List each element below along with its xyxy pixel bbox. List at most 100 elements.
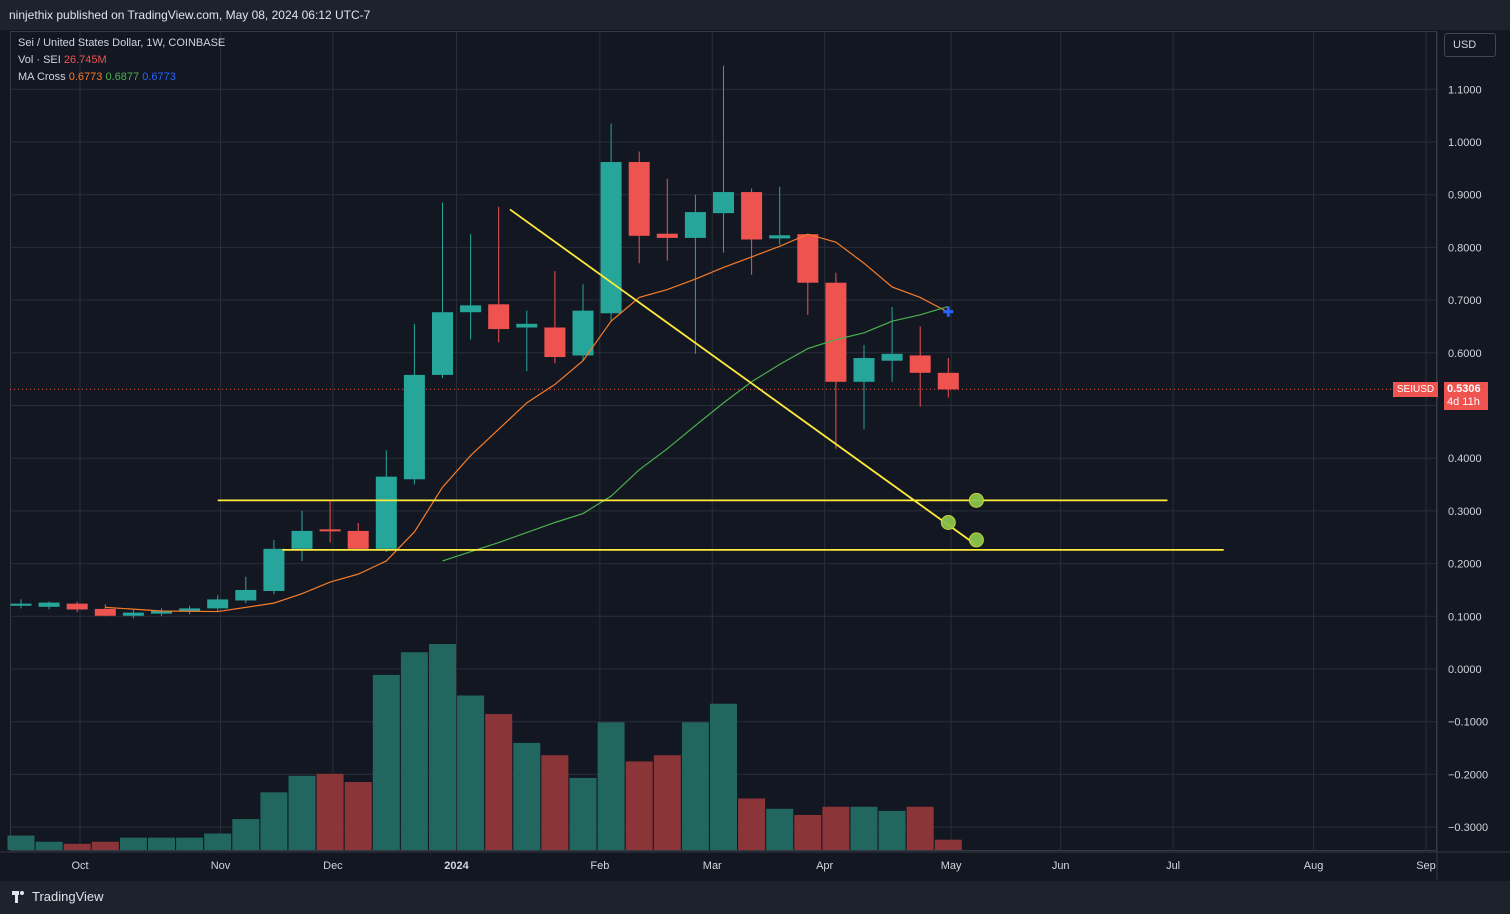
- volume-bar: [850, 806, 878, 850]
- tradingview-logo[interactable]: TradingView: [12, 889, 104, 904]
- candle-body: [713, 192, 734, 214]
- time-tick-label: Apr: [816, 860, 833, 872]
- volume-bar: [906, 806, 934, 850]
- ma-fast-line: [105, 233, 949, 613]
- volume-bar: [597, 722, 625, 850]
- time-tick-label: 2024: [444, 860, 469, 872]
- ma-slow-value: 0.6877: [105, 71, 140, 83]
- candle-body: [881, 353, 903, 361]
- volume-bar: [794, 814, 822, 850]
- price-tick-label: −0.1000: [1448, 717, 1488, 729]
- annotation-marker: [968, 492, 984, 508]
- volume-bars: [7, 644, 962, 850]
- ma-cross-value: 0.6773: [142, 71, 176, 83]
- time-tick-label: Sep: [1416, 860, 1436, 872]
- candle-body: [94, 608, 116, 616]
- candle-body: [909, 355, 931, 373]
- candle-body: [347, 530, 369, 549]
- candle-body: [207, 599, 229, 609]
- time-axis: Oct Nov Dec 2024 Feb Mar Apr May Jun Jul Aug Sep: [0, 851, 1510, 872]
- volume-bar: [91, 841, 119, 850]
- candle-body: [741, 192, 763, 240]
- annotation-marker: [940, 514, 956, 530]
- price-tick-label: 0.9000: [1448, 190, 1482, 202]
- price-tick-label: 0.1000: [1448, 611, 1482, 623]
- price-tick-label: 0.8000: [1448, 242, 1482, 254]
- volume-bar: [653, 755, 681, 850]
- tradingview-brand: TradingView: [32, 889, 104, 904]
- time-tick-label: Nov: [211, 860, 231, 872]
- candle-body: [853, 358, 875, 382]
- volume-bar: [63, 843, 91, 850]
- volume-bar: [400, 652, 428, 850]
- candle-body: [179, 608, 201, 612]
- grid-lines: [10, 32, 1437, 851]
- last-price-value: 0.5306: [1447, 383, 1481, 395]
- volume-bar: [541, 755, 569, 850]
- candle-body: [291, 530, 313, 549]
- candle-body: [403, 374, 425, 480]
- candle-body: [572, 310, 594, 356]
- volume-bar: [316, 773, 344, 850]
- legend-ma-row[interactable]: MA Cross 0.6773 0.6877 0.6773: [18, 69, 225, 86]
- price-tick-label: 0.2000: [1448, 559, 1482, 571]
- currency-button[interactable]: USD: [1444, 33, 1496, 57]
- candle-body: [375, 476, 397, 549]
- price-tick-label: 0.4000: [1448, 453, 1482, 465]
- volume-bar: [878, 810, 906, 850]
- candle-body: [319, 529, 341, 532]
- price-tick-label: 1.1000: [1448, 84, 1482, 96]
- volume-bar: [7, 835, 35, 850]
- candle-body: [235, 589, 257, 601]
- candle-body: [628, 162, 650, 236]
- price-axis: 1.10001.00000.90000.80000.70000.60000.50…: [1436, 32, 1488, 880]
- volume-bar: [232, 819, 260, 850]
- time-tick-label: Mar: [703, 860, 722, 872]
- candle-body: [544, 327, 566, 358]
- time-tick-label: Feb: [590, 860, 609, 872]
- volume-bar: [457, 695, 485, 850]
- candle-body: [38, 602, 60, 607]
- volume-bar: [372, 674, 400, 850]
- candle-body: [937, 372, 959, 390]
- trendline: [509, 208, 977, 546]
- chart-legend: Sei / United States Dollar, 1W, COINBASE…: [18, 35, 225, 86]
- volume-bar: [822, 806, 850, 850]
- candle-body: [516, 323, 538, 328]
- time-tick-label: Aug: [1304, 860, 1324, 872]
- candle-body: [825, 282, 847, 382]
- volume-bar: [119, 837, 147, 850]
- volume-bar: [344, 782, 372, 850]
- candle-body: [263, 548, 285, 592]
- candle-body: [656, 233, 678, 238]
- legend-volume-row[interactable]: Vol · SEI 26.745M: [18, 52, 225, 69]
- volume-bar: [766, 808, 794, 850]
- volume-bar: [738, 798, 766, 850]
- volume-bar: [485, 714, 513, 850]
- moving-average-lines: [105, 233, 954, 613]
- candle-body: [10, 603, 32, 606]
- time-tick-label: Jun: [1052, 860, 1070, 872]
- time-tick-label: Jul: [1166, 860, 1180, 872]
- price-tick-label: 0.3000: [1448, 506, 1482, 518]
- volume-bar: [429, 644, 456, 850]
- price-tick-label: 0.6000: [1448, 348, 1482, 360]
- symbol-price-tag: SEIUSD: [1393, 382, 1438, 397]
- publisher-text: ninjethix published on TradingView.com, …: [9, 8, 371, 22]
- volume-bar: [204, 833, 232, 850]
- volume-label: Vol · SEI: [18, 54, 61, 66]
- legend-symbol-row[interactable]: Sei / United States Dollar, 1W, COINBASE: [18, 35, 225, 52]
- candle-body: [151, 610, 172, 614]
- time-tick-label: May: [941, 860, 962, 872]
- bar-countdown: 4d 11h: [1447, 396, 1480, 408]
- volume-bar: [260, 792, 288, 850]
- volume-bar: [710, 703, 737, 850]
- symbol-description: Sei / United States Dollar, 1W, COINBASE: [18, 37, 226, 49]
- volume-bar: [569, 777, 597, 850]
- volume-bar: [625, 761, 653, 850]
- candle-body: [122, 612, 144, 616]
- volume-bar: [288, 775, 316, 850]
- volume-bar: [35, 841, 63, 850]
- candle-body: [460, 305, 482, 313]
